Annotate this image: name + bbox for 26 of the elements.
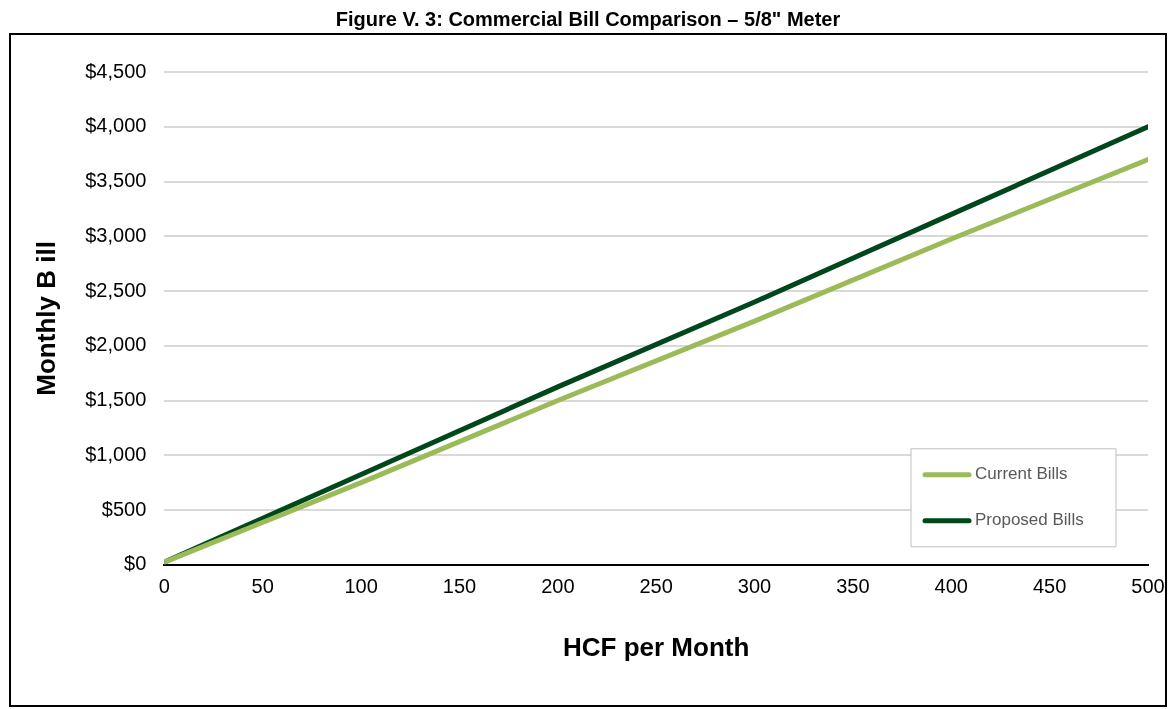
x-axis-title: HCF per Month: [563, 631, 750, 662]
x-tick-label: 0: [158, 575, 170, 598]
chart-title: Figure V. 3: Commercial Bill Comparison – 5/8" Meter: [335, 7, 841, 30]
y-tick-label: $1,500: [85, 388, 147, 411]
x-tick-label: 500: [1131, 575, 1165, 598]
y-tick-label: $4,500: [85, 59, 147, 82]
x-tick-label: 400: [934, 575, 968, 598]
y-tick-label: $4,000: [85, 114, 147, 137]
y-tick-label: $3,000: [85, 223, 147, 246]
x-tick-label: 250: [639, 575, 673, 598]
y-tick-label: $0: [124, 552, 147, 575]
y-tick-label: $2,500: [85, 278, 147, 301]
x-tick-label: 100: [344, 575, 378, 598]
y-tick-label: $2,000: [85, 333, 147, 356]
y-axis-title: Monthly B ill: [30, 241, 61, 396]
legend-label: Current Bills: [975, 464, 1068, 484]
legend-label: Proposed Bills: [975, 510, 1084, 530]
y-tick-label: $500: [101, 497, 147, 520]
x-tick-label: 50: [251, 575, 274, 598]
x-tick-label: 150: [442, 575, 477, 598]
x-tick-label: 200: [541, 575, 575, 598]
x-tick-label: 350: [836, 575, 870, 598]
y-tick-label: $1,000: [85, 442, 147, 465]
x-tick-label: 300: [737, 575, 772, 598]
x-tick-label: 450: [1032, 575, 1067, 598]
y-tick-label: $3,500: [85, 169, 147, 192]
